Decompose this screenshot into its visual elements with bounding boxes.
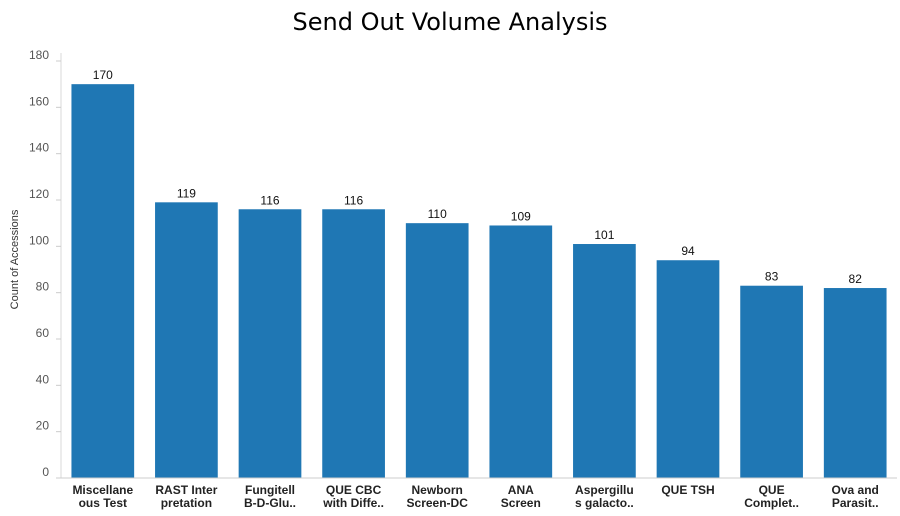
y-tick-label: 140 bbox=[29, 141, 49, 155]
x-axis: Miscellane ous Test RAST Inter pretation Fun… bbox=[61, 477, 897, 510]
x-tick-label: QUE TSH bbox=[661, 483, 714, 497]
x-tick-label: RAST Inter pretation bbox=[155, 483, 217, 510]
x-tick-label: QUE Complet.. bbox=[744, 483, 799, 510]
y-tick-label: 0 bbox=[42, 465, 49, 479]
bar[interactable] bbox=[71, 84, 135, 479]
bar[interactable] bbox=[238, 209, 302, 478]
bar[interactable] bbox=[656, 260, 720, 478]
y-axis: 0 20 40 60 80 100 120 140 160 180 bbox=[29, 48, 62, 479]
data-label: 116 bbox=[344, 193, 363, 207]
data-label: 119 bbox=[177, 186, 196, 200]
y-tick-label: 80 bbox=[36, 280, 50, 294]
y-tick-label: 60 bbox=[36, 326, 50, 340]
y-tick-label: 120 bbox=[29, 187, 49, 201]
y-tick-label: 100 bbox=[29, 233, 49, 247]
x-tick-label: Ova and Parasit.. bbox=[832, 483, 879, 510]
data-label: 109 bbox=[511, 209, 531, 223]
bar[interactable] bbox=[155, 202, 218, 479]
y-tick-label: 180 bbox=[29, 48, 49, 62]
y-tick-label: 40 bbox=[36, 372, 50, 386]
y-tick-label: 160 bbox=[29, 94, 49, 108]
bar[interactable] bbox=[823, 288, 887, 478]
bar[interactable] bbox=[489, 225, 553, 478]
data-labels: 170 119 116 116 110 109 101 94 83 82 bbox=[93, 68, 862, 286]
bars bbox=[71, 84, 887, 479]
bar[interactable] bbox=[573, 244, 636, 478]
y-axis-title: Count of Accessions bbox=[9, 209, 21, 309]
x-tick-label: Aspergillu s galacto.. bbox=[575, 483, 634, 510]
data-label: 101 bbox=[594, 228, 614, 242]
x-tick-label: Fungitell B-D-Glu.. bbox=[244, 483, 296, 510]
chart-title: Send Out Volume Analysis bbox=[292, 8, 608, 36]
x-tick-label: QUE CBC with Diffe.. bbox=[322, 483, 384, 510]
data-label: 83 bbox=[765, 270, 779, 284]
data-label: 94 bbox=[681, 244, 695, 258]
data-label: 116 bbox=[260, 193, 279, 207]
y-tick-label: 20 bbox=[36, 419, 50, 433]
bar[interactable] bbox=[405, 223, 469, 478]
x-tick-label: Miscellane ous Test bbox=[72, 483, 133, 510]
data-label: 82 bbox=[849, 272, 863, 286]
data-label: 110 bbox=[428, 207, 447, 221]
data-label: 170 bbox=[93, 68, 113, 82]
bar[interactable] bbox=[322, 209, 385, 478]
x-tick-label: ANA Screen bbox=[501, 483, 541, 510]
bar[interactable] bbox=[740, 285, 803, 478]
x-tick-label: Newborn Screen-DC bbox=[407, 483, 469, 510]
